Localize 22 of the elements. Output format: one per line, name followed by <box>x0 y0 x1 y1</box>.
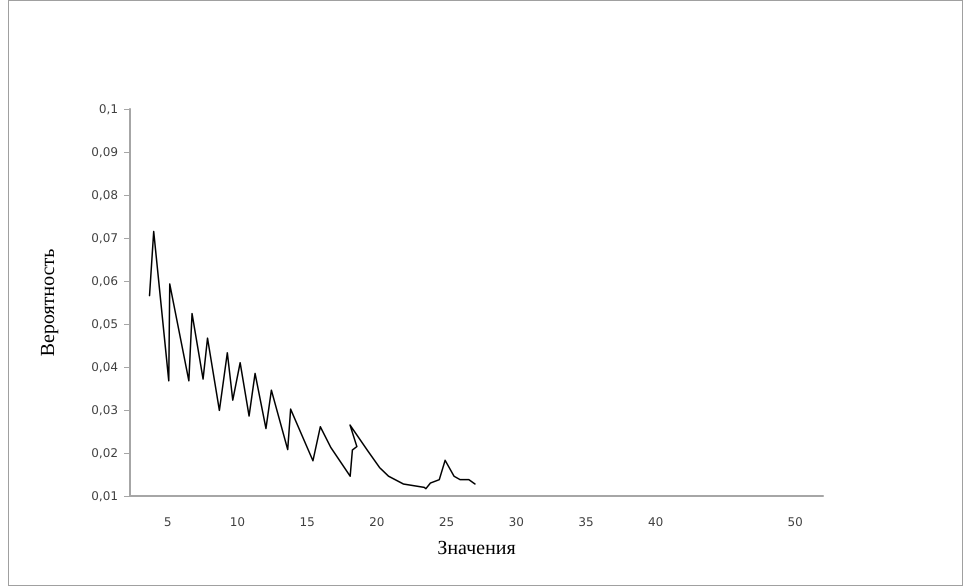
y-tick-label: 0,07 <box>91 231 118 245</box>
line-series <box>148 230 476 490</box>
y-tick-label: 0,01 <box>91 489 118 503</box>
y-axis-title: Вероятность <box>37 248 59 356</box>
x-tick-label: 5 <box>164 515 172 529</box>
x-tick-label: 25 <box>438 515 454 529</box>
y-tick-label: 0,02 <box>91 446 118 460</box>
x-tick-label: 40 <box>648 515 664 529</box>
x-tick-label: 30 <box>508 515 524 529</box>
y-tick-label: 0,08 <box>91 188 118 202</box>
x-tick-label: 50 <box>787 515 803 529</box>
x-tick-label: 20 <box>369 515 384 529</box>
y-tick-label: 0,09 <box>91 145 118 159</box>
y-tick-label: 0,1 <box>98 102 118 116</box>
x-tick-label: 35 <box>578 515 594 529</box>
y-tick-label: 0,05 <box>91 317 118 331</box>
y-tick-label: 0,06 <box>91 274 118 288</box>
x-tick-label: 10 <box>230 515 246 529</box>
y-tick-label: 0,03 <box>91 403 118 417</box>
x-tick-label: 15 <box>299 515 315 529</box>
y-tick-label: 0,04 <box>91 360 118 374</box>
x-axis-title: Значения <box>437 537 516 559</box>
